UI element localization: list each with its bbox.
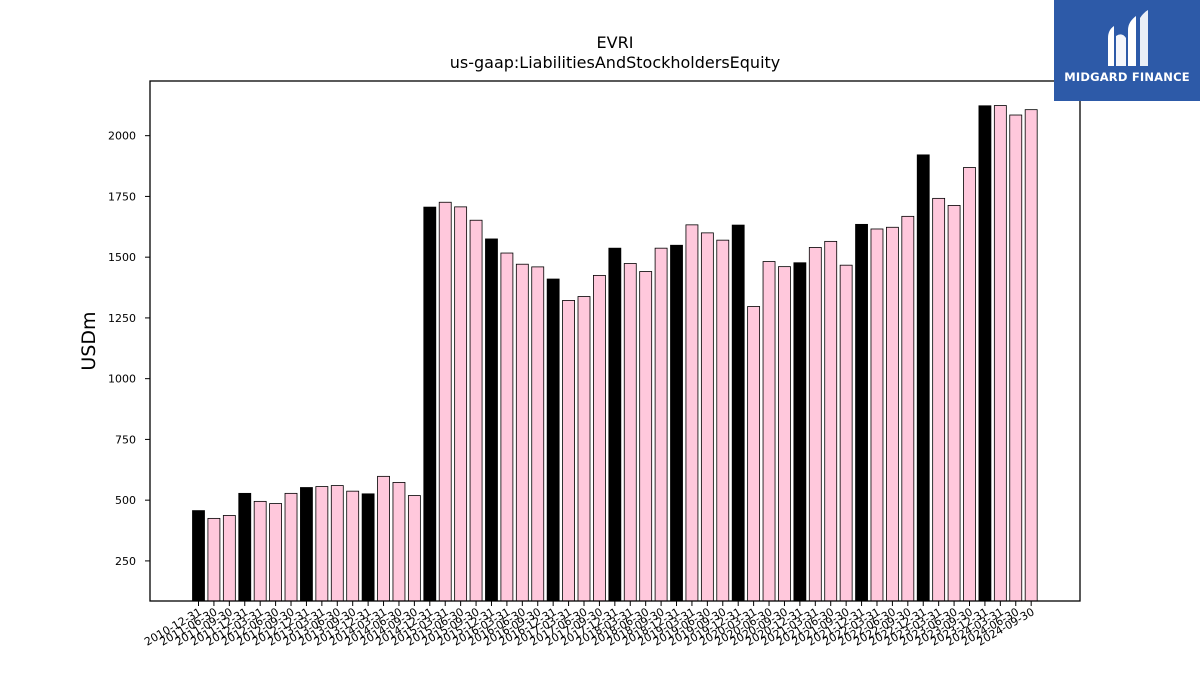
y-axis-label: USDm — [78, 311, 100, 370]
bar-2022-03-31 — [870, 228, 884, 602]
bar-2011-06-30 — [207, 517, 221, 602]
bar-2010-12-31 — [192, 510, 205, 602]
bar-2023-09-30 — [963, 167, 976, 602]
bar-2020-06-30 — [762, 261, 776, 602]
plot-frame — [149, 80, 1081, 602]
bar-2020-12-31 — [793, 262, 807, 602]
bar-2024-06-30 — [1009, 114, 1023, 602]
bar-2017-12-31 — [608, 247, 622, 602]
bar-2024-03-31 — [993, 105, 1007, 602]
bar-2017-09-30 — [593, 274, 606, 602]
bar-2022-09-30 — [901, 215, 915, 602]
bar-2013-12-31 — [361, 493, 375, 602]
bar-2014-03-31 — [377, 475, 390, 602]
bar-2016-12-31 — [546, 278, 560, 602]
y-tick-label: 1750 — [108, 190, 136, 203]
y-tick-label: 500 — [115, 494, 136, 507]
bar-2018-09-30 — [654, 247, 668, 602]
bar-2015-03-31 — [438, 201, 452, 602]
bar-2021-09-30 — [839, 264, 853, 602]
y-tick-label: 1000 — [108, 373, 136, 386]
bar-2016-09-30 — [531, 266, 545, 602]
bar-2022-06-30 — [886, 226, 899, 602]
bar-2023-12-31 — [978, 105, 992, 602]
bar-2022-12-31 — [916, 154, 930, 602]
bar-2021-06-30 — [824, 240, 838, 602]
y-tick-label: 1500 — [108, 251, 136, 264]
midgard-finance-logo: MIDGARD FINANCE — [1054, 0, 1200, 101]
y-tick-label: 2000 — [108, 130, 136, 143]
bar-2019-03-31 — [685, 224, 699, 602]
bar-2013-03-31 — [315, 486, 329, 602]
bar-2016-06-30 — [515, 263, 529, 602]
bar-group — [192, 105, 1038, 602]
bar-2014-06-30 — [392, 482, 406, 602]
bar-2011-12-31 — [238, 492, 252, 602]
bar-2017-06-30 — [577, 296, 591, 602]
bar-2012-03-31 — [253, 500, 267, 602]
bar-2018-06-30 — [639, 271, 653, 602]
bar-2015-09-30 — [469, 219, 483, 602]
midgard-logo-icon — [1108, 10, 1148, 66]
bar-2023-03-31 — [932, 197, 946, 602]
bar-2016-03-31 — [500, 252, 514, 602]
bar-2015-06-30 — [454, 206, 468, 602]
bar-2023-06-30 — [947, 205, 961, 602]
y-tick-label: 1250 — [108, 312, 136, 325]
bar-2014-09-30 — [407, 495, 421, 602]
bar-2018-03-31 — [623, 263, 637, 602]
bar-2012-12-31 — [300, 487, 313, 602]
chart-title: EVRI — [597, 33, 634, 52]
bar-2019-09-30 — [716, 239, 730, 602]
bar-2020-09-30 — [778, 266, 791, 602]
bar-2019-06-30 — [700, 232, 714, 602]
bar-2012-06-30 — [269, 503, 283, 602]
bar-2012-09-30 — [284, 492, 298, 602]
bar-2017-03-31 — [562, 300, 575, 602]
x-axis-ticks: 2010-12-312011-06-302011-09-302011-12-31… — [142, 601, 1037, 649]
bar-2018-12-31 — [670, 244, 683, 602]
chart-subtitle: us-gaap:LiabilitiesAndStockholdersEquity — [450, 53, 781, 72]
bar-2013-09-30 — [346, 490, 360, 602]
y-axis-ticks: 250 500 750 1000 1250 1500 1750 2000 — [108, 130, 150, 568]
bar-2015-12-31 — [485, 238, 498, 602]
bar-2020-03-31 — [747, 306, 761, 602]
bar-2011-09-30 — [222, 515, 236, 602]
y-tick-label: 750 — [115, 433, 136, 446]
bar-2014-12-31 — [423, 206, 437, 602]
bar-2024-09-30 — [1024, 109, 1038, 602]
y-tick-label: 250 — [115, 555, 136, 568]
bar-2013-06-30 — [330, 485, 344, 602]
bar-2021-12-31 — [855, 223, 868, 602]
bar-2019-12-31 — [731, 224, 745, 602]
bar-2021-03-31 — [808, 247, 822, 602]
logo-text: MIDGARD FINANCE — [1064, 70, 1190, 84]
